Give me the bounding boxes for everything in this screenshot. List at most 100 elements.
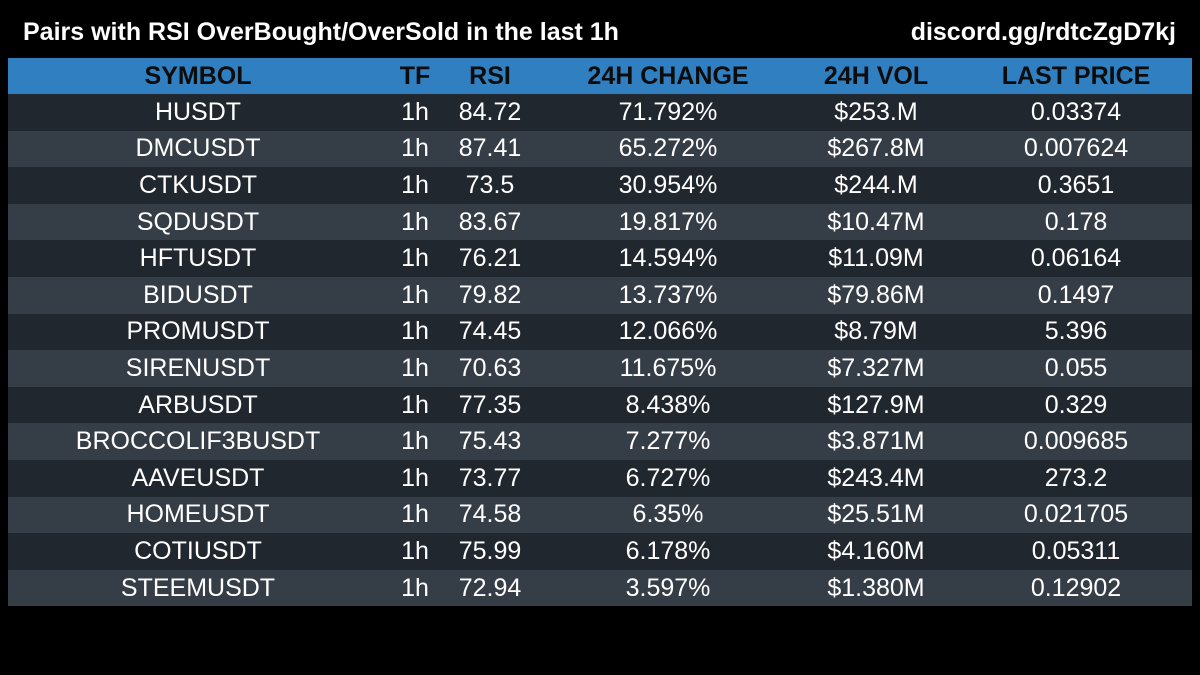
cell-symbol: DMCUSDT [135,134,261,163]
cell-24h-change: 19.817% [618,207,718,236]
cell-tf: 1h [401,427,429,456]
cell-symbol: PROMUSDT [126,317,270,346]
cell-24h-change: 13.737% [618,280,718,309]
cell-symbol: BIDUSDT [143,280,253,309]
cell-last-price: 0.3651 [1037,170,1115,199]
table-row: BIDUSDT 1h 79.82 13.737% $79.86M 0.1497 [8,276,1192,314]
cell-last-price: 0.329 [1044,390,1108,419]
cell-symbol: HUSDT [154,97,242,126]
cell-24h-change: 71.792% [618,97,718,126]
column-header-tf: TF [399,61,431,90]
cell-tf: 1h [401,170,429,199]
cell-rsi: 74.45 [458,317,522,346]
cell-tf: 1h [401,353,429,382]
cell-rsi: 79.82 [458,280,522,309]
cell-symbol: ARBUSDT [138,390,258,419]
cell-24h-change: 14.594% [618,244,718,273]
column-header-24h-vol: 24H VOL [823,61,929,90]
cell-24h-change: 3.597% [625,573,711,602]
cell-rsi: 74.58 [458,500,522,529]
cell-24h-change: 12.066% [618,317,718,346]
cell-symbol: HFTUSDT [139,244,257,273]
cell-rsi: 75.99 [458,536,522,565]
cell-24h-vol: $4.160M [827,536,925,565]
cell-last-price: 0.05311 [1031,536,1121,565]
column-header-last-price: LAST PRICE [1001,61,1151,90]
table-body: HUSDT 1h 84.72 71.792% $253.M 0.03374 DMCUSDT 1… [8,94,1192,607]
cell-24h-vol: $127.9M [827,390,925,419]
column-header-24h-change: 24H CHANGE [587,61,749,90]
cell-tf: 1h [401,463,429,492]
cell-rsi: 72.94 [458,573,522,602]
cell-24h-vol: $1.380M [827,573,925,602]
cell-tf: 1h [401,317,429,346]
table-row: ARBUSDT 1h 77.35 8.438% $127.9M 0.329 [8,386,1192,424]
cell-last-price: 0.06164 [1030,244,1122,273]
cell-24h-change: 30.954% [618,170,718,199]
table-row: AAVEUSDT 1h 73.77 6.727% $243.4M 273.2 [8,459,1192,497]
cell-last-price: 0.12902 [1030,573,1122,602]
table-row: SQDUSDT 1h 83.67 19.817% $10.47M 0.178 [8,203,1192,241]
cell-last-price: 0.009685 [1023,427,1129,456]
cell-last-price: 0.178 [1044,207,1108,236]
table-header-row: SYMBOL TF RSI 24H CHANGE 24H VOL LAST PR… [8,58,1192,94]
cell-rsi: 87.41 [458,134,522,163]
column-header-symbol: SYMBOL [144,61,252,90]
cell-rsi: 84.72 [458,97,522,126]
table-row: PROMUSDT 1h 74.45 12.066% $8.79M 5.396 [8,313,1192,351]
cell-rsi: 83.67 [458,207,522,236]
table-row: HUSDT 1h 84.72 71.792% $253.M 0.03374 [8,94,1192,131]
cell-symbol: STEEMUSDT [120,573,276,602]
cell-24h-change: 8.438% [625,390,711,419]
cell-24h-vol: $79.86M [827,280,925,309]
cell-symbol: COTIUSDT [134,536,262,565]
cell-24h-change: 6.727% [625,463,711,492]
cell-24h-vol: $11.09M [828,244,924,273]
cell-rsi: 70.63 [458,353,522,382]
table-row: STEEMUSDT 1h 72.94 3.597% $1.380M 0.12902 [8,569,1192,607]
header-bar: Pairs with RSI OverBought/OverSold in th… [0,0,1200,58]
cell-rsi: 73.5 [465,170,515,199]
cell-last-price: 0.021705 [1023,500,1129,529]
cell-24h-change: 11.675% [619,353,717,382]
cell-symbol: HOMEUSDT [126,500,270,529]
column-header-rsi: RSI [469,61,511,90]
cell-24h-vol: $3.871M [827,427,925,456]
cell-rsi: 76.21 [458,244,522,273]
cell-rsi: 77.35 [458,390,522,419]
cell-last-price: 0.055 [1044,353,1108,382]
cell-tf: 1h [401,573,429,602]
cell-last-price: 0.03374 [1030,97,1122,126]
cell-24h-vol: $7.327M [827,353,925,382]
discord-invite-link[interactable]: discord.gg/rdtcZgD7kj [910,18,1176,46]
cell-24h-vol: $243.4M [827,463,925,492]
cell-symbol: AAVEUSDT [131,463,265,492]
cell-tf: 1h [401,244,429,273]
cell-tf: 1h [401,134,429,163]
cell-tf: 1h [401,280,429,309]
cell-tf: 1h [401,97,429,126]
cell-24h-vol: $253.M [834,97,918,126]
cell-symbol: CTKUSDT [138,170,258,199]
cell-24h-change: 6.178% [625,536,711,565]
cell-24h-change: 7.277% [625,427,711,456]
table-row: BROCCOLIF3BUSDT 1h 75.43 7.277% $3.871M 0.009… [8,423,1192,460]
cell-symbol: SQDUSDT [136,207,260,236]
cell-last-price: 0.007624 [1023,134,1129,163]
cell-24h-vol: $10.47M [827,207,925,236]
cell-last-price: 5.396 [1044,317,1108,346]
cell-tf: 1h [401,390,429,419]
cell-24h-vol: $244.M [834,170,918,199]
cell-symbol: BROCCOLIF3BUSDT [75,427,321,456]
cell-24h-vol: $25.51M [827,500,925,529]
table-row: DMCUSDT 1h 87.41 65.272% $267.8M 0.007624 [8,130,1192,168]
table-row: COTIUSDT 1h 75.99 6.178% $4.160M 0.05311 [8,533,1192,570]
cell-tf: 1h [401,500,429,529]
page-title: Pairs with RSI OverBought/OverSold in th… [23,18,619,46]
cell-tf: 1h [401,536,429,565]
cell-24h-vol: $267.8M [827,134,925,163]
cell-24h-change: 6.35% [632,500,704,529]
cell-24h-change: 65.272% [618,134,718,163]
cell-last-price: 273.2 [1044,463,1108,492]
table-row: HFTUSDT 1h 76.21 14.594% $11.09M 0.06164 [8,240,1192,277]
